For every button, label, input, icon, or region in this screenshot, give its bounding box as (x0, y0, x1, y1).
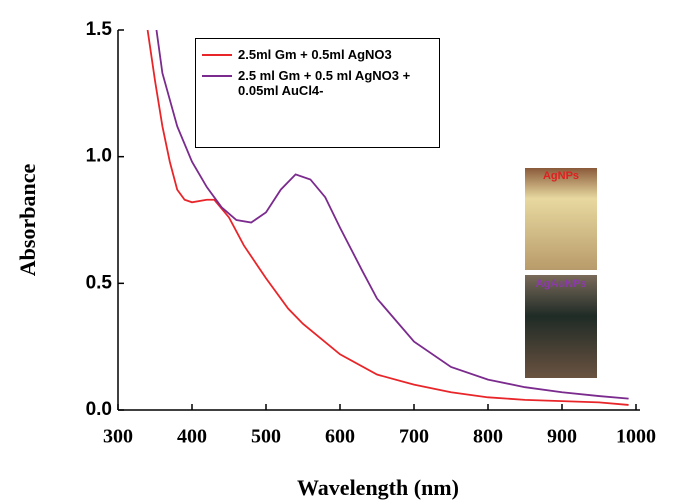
y-tick-label: 1.5 (86, 19, 113, 40)
y-axis-title: Absorbance (15, 164, 40, 277)
x-tick-label: 700 (399, 426, 429, 448)
legend: 2.5ml Gm + 0.5ml AgNO3 2.5 ml Gm + 0.5 ml… (195, 38, 440, 148)
y-tick-label: 0.0 (86, 399, 112, 420)
x-tick-label: 500 (251, 426, 281, 448)
x-tick-label: 900 (547, 426, 577, 448)
inset-photo (525, 168, 597, 270)
legend-entry: 2.5 ml Gm + 0.5 ml AgNO3 + 0.05ml AuCl4- (202, 68, 433, 98)
inset-label: AgNPs (543, 170, 579, 182)
y-tick-label: 1.0 (86, 146, 112, 167)
x-tick-label: 300 (103, 426, 133, 448)
legend-swatch (202, 75, 232, 77)
x-tick-label: 800 (473, 426, 503, 448)
legend-swatch (202, 54, 232, 56)
x-tick-label: 1000 (616, 426, 656, 448)
legend-entry: 2.5ml Gm + 0.5ml AgNO3 (202, 47, 433, 62)
y-tick-label: 0.5 (86, 272, 113, 293)
inset-photo (525, 275, 597, 378)
x-tick-label: 400 (177, 426, 207, 448)
inset-label: AgAuNPs (536, 278, 587, 290)
x-tick-label: 600 (325, 426, 355, 448)
page: Absorbance Wavelength (nm) AgNPs AgAuNPs… (0, 0, 673, 503)
x-axis-title: Wavelength (nm) (297, 475, 459, 500)
legend-label: 2.5 ml Gm + 0.5 ml AgNO3 + 0.05ml AuCl4- (238, 68, 433, 98)
legend-label: 2.5ml Gm + 0.5ml AgNO3 (238, 47, 392, 62)
